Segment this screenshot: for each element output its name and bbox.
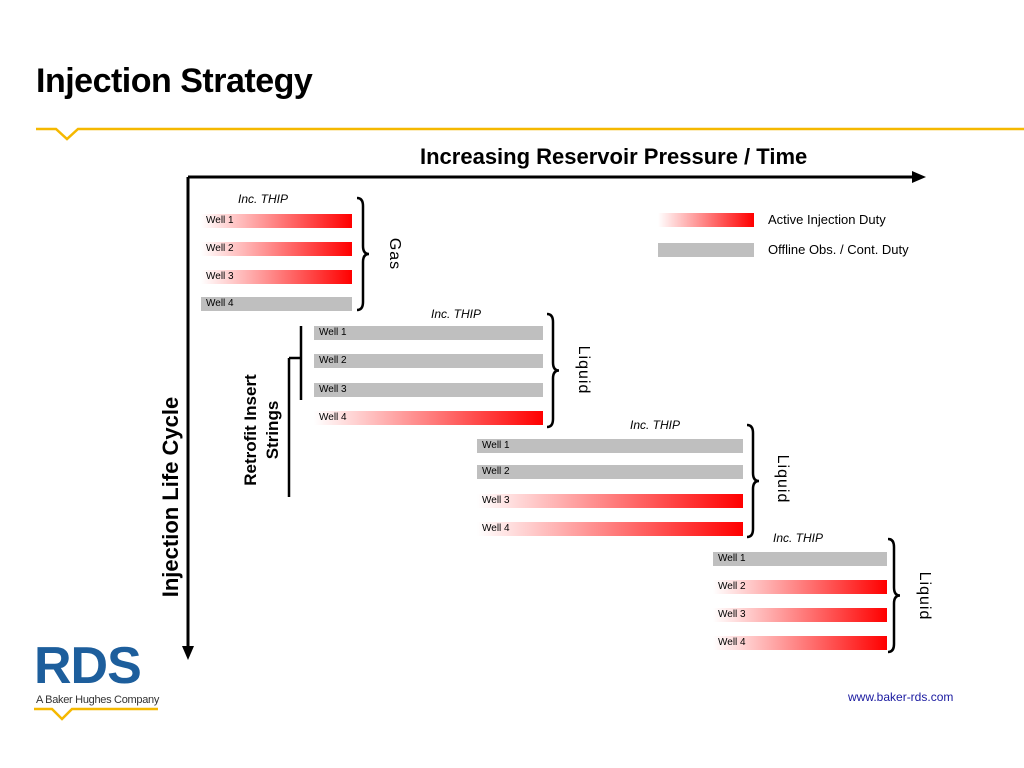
well-bar-active: Well 3: [201, 270, 352, 284]
well-bar-active: Well 1: [201, 214, 352, 228]
phase-note: Inc. THIP: [773, 531, 824, 545]
well-bar-offline: Well 1: [314, 326, 543, 340]
well-bar-active: Well 4: [713, 636, 887, 650]
phase-label: Liquid: [774, 454, 791, 504]
well-bar-offline: Well 2: [314, 354, 543, 368]
legend-label-offline: Offline Obs. / Cont. Duty: [768, 242, 909, 257]
well-bar-active: Well 3: [713, 608, 887, 622]
well-bar-active: Well 2: [201, 242, 352, 256]
well-bar-offline: Well 4: [201, 297, 352, 311]
well-bar-offline: Well 3: [314, 383, 543, 397]
logo-subtitle: A Baker Hughes Company: [36, 694, 160, 706]
phase-label: Liquid: [575, 345, 592, 395]
phase-note: Inc. THIP: [238, 192, 289, 206]
phase-brace: [887, 537, 901, 654]
well-bar-active: Well 4: [314, 411, 543, 425]
well-bar-offline: Well 1: [477, 439, 743, 453]
legend-label-active: Active Injection Duty: [768, 212, 886, 227]
logo-underline: [34, 707, 158, 721]
phase-label: Gas: [386, 237, 403, 271]
phase-label: Liquid: [916, 571, 933, 621]
header-divider: [36, 127, 1024, 141]
footer-url: www.baker-rds.com: [848, 690, 954, 704]
well-bar-offline: Well 1: [713, 552, 887, 566]
well-bar-active: Well 2: [713, 580, 887, 594]
well-bar-offline: Well 2: [477, 465, 743, 479]
phase-brace: [546, 312, 560, 429]
phase-brace: [746, 423, 760, 539]
rds-logo: RDS: [34, 637, 142, 695]
well-bar-active: Well 3: [477, 494, 743, 508]
slide-title: Injection Strategy: [36, 62, 313, 100]
well-bar-active: Well 4: [477, 522, 743, 536]
phase-note: Inc. THIP: [431, 307, 482, 321]
phase-brace: [356, 196, 370, 312]
x-axis-label: Increasing Reservoir Pressure / Time: [420, 144, 808, 169]
legend-swatch-offline: [658, 243, 754, 257]
phase-note: Inc. THIP: [630, 418, 681, 432]
legend-swatch-active: [658, 213, 754, 227]
